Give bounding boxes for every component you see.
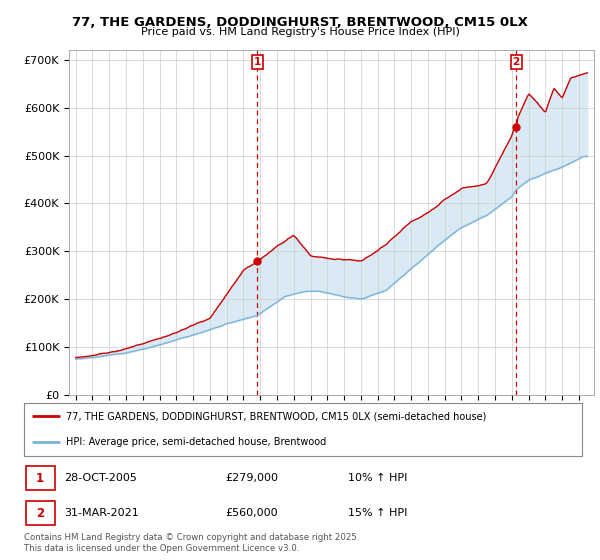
Text: 31-MAR-2021: 31-MAR-2021 <box>64 508 139 518</box>
Text: 10% ↑ HPI: 10% ↑ HPI <box>347 473 407 483</box>
Text: 77, THE GARDENS, DODDINGHURST, BRENTWOOD, CM15 0LX: 77, THE GARDENS, DODDINGHURST, BRENTWOOD… <box>72 16 528 29</box>
Text: 2: 2 <box>512 57 520 67</box>
Text: 28-OCT-2005: 28-OCT-2005 <box>64 473 137 483</box>
Text: 2: 2 <box>36 507 44 520</box>
Text: Price paid vs. HM Land Registry's House Price Index (HPI): Price paid vs. HM Land Registry's House … <box>140 27 460 38</box>
FancyBboxPatch shape <box>26 501 55 525</box>
Text: 15% ↑ HPI: 15% ↑ HPI <box>347 508 407 518</box>
Text: 77, THE GARDENS, DODDINGHURST, BRENTWOOD, CM15 0LX (semi-detached house): 77, THE GARDENS, DODDINGHURST, BRENTWOOD… <box>66 412 486 422</box>
FancyBboxPatch shape <box>24 403 582 456</box>
Text: Contains HM Land Registry data © Crown copyright and database right 2025.
This d: Contains HM Land Registry data © Crown c… <box>24 533 359 553</box>
Text: £279,000: £279,000 <box>225 473 278 483</box>
FancyBboxPatch shape <box>26 466 55 490</box>
Text: £560,000: £560,000 <box>225 508 278 518</box>
Text: 1: 1 <box>36 472 44 484</box>
Text: HPI: Average price, semi-detached house, Brentwood: HPI: Average price, semi-detached house,… <box>66 436 326 446</box>
Text: 1: 1 <box>254 57 261 67</box>
